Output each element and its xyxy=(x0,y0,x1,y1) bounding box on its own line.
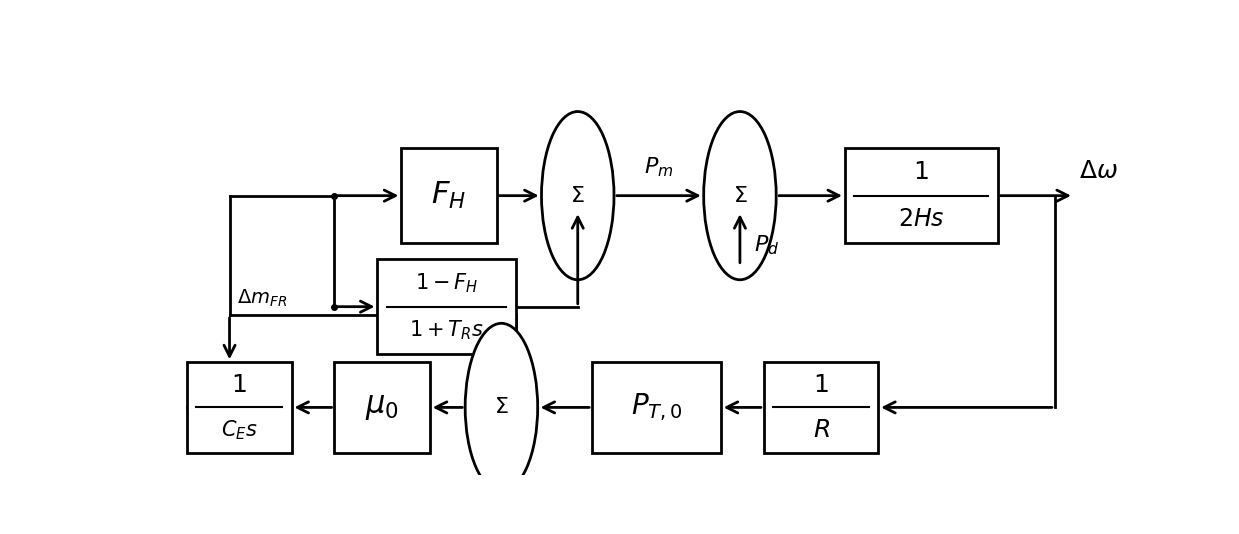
Bar xyxy=(378,260,515,354)
Text: $\Delta\omega$: $\Delta\omega$ xyxy=(1079,159,1118,183)
Text: $R$: $R$ xyxy=(813,418,830,442)
Text: $\Sigma$: $\Sigma$ xyxy=(732,186,747,206)
Text: $P_m$: $P_m$ xyxy=(644,155,674,179)
Bar xyxy=(592,362,721,453)
Text: $P_{T,0}$: $P_{T,0}$ xyxy=(631,391,683,423)
Text: $C_E s$: $C_E s$ xyxy=(221,418,258,442)
Bar xyxy=(187,362,291,453)
Bar xyxy=(845,148,997,243)
Text: $1$: $1$ xyxy=(913,160,929,184)
Ellipse shape xyxy=(465,323,538,491)
Text: $P_d$: $P_d$ xyxy=(755,234,779,257)
Text: $F_H$: $F_H$ xyxy=(431,180,466,211)
Bar xyxy=(335,362,430,453)
Text: $2Hs$: $2Hs$ xyxy=(898,207,944,231)
Text: $\Sigma$: $\Sigma$ xyxy=(494,397,509,418)
Text: $1$: $1$ xyxy=(813,373,829,397)
Text: $\mu_0$: $\mu_0$ xyxy=(366,393,399,422)
Text: $1+T_R s$: $1+T_R s$ xyxy=(409,318,484,342)
Text: $1-F_H$: $1-F_H$ xyxy=(415,271,478,295)
Text: $\Sigma$: $\Sigma$ xyxy=(570,186,585,206)
Text: $\Delta m_{FR}$: $\Delta m_{FR}$ xyxy=(237,287,287,309)
Bar xyxy=(763,362,878,453)
Bar xyxy=(401,148,497,243)
Text: $1$: $1$ xyxy=(232,373,247,397)
Ellipse shape xyxy=(541,112,615,280)
Ellipse shape xyxy=(704,112,776,280)
